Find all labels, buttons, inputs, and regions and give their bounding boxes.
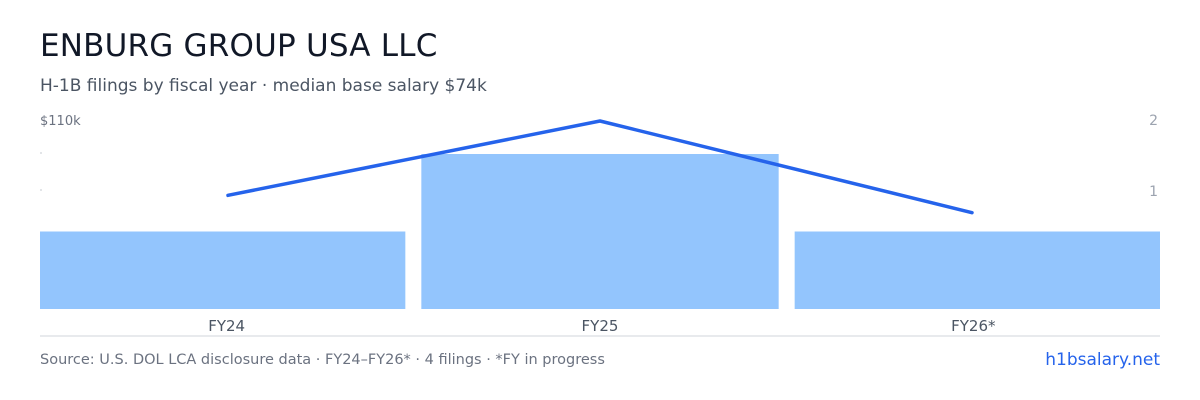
bar-2 — [421, 154, 779, 309]
x-tick-label-1: FY24 — [208, 317, 245, 335]
bar-3 — [794, 231, 1160, 309]
salary-line — [226, 119, 974, 215]
site-link[interactable]: h1bsalary.net — [1045, 350, 1160, 370]
y-right-tick-label-1: 2 — [1149, 113, 1158, 129]
y-left-tick-mark-2 — [40, 189, 42, 191]
chart-title: ENBURG GROUP USA LLC — [40, 28, 438, 64]
x-tick-label-3: FY26* — [951, 317, 996, 335]
y-left-tick-mark-1 — [40, 152, 42, 154]
y-left-max-label: $110k — [40, 114, 81, 129]
source-note: Source: U.S. DOL LCA disclosure data · F… — [40, 352, 605, 368]
y-right-tick-label-2: 1 — [1149, 184, 1158, 200]
chart-subtitle: H-1B filings by fiscal year · median bas… — [40, 76, 487, 96]
x-tick-label-2: FY25 — [582, 317, 619, 335]
bar-1 — [40, 231, 406, 309]
